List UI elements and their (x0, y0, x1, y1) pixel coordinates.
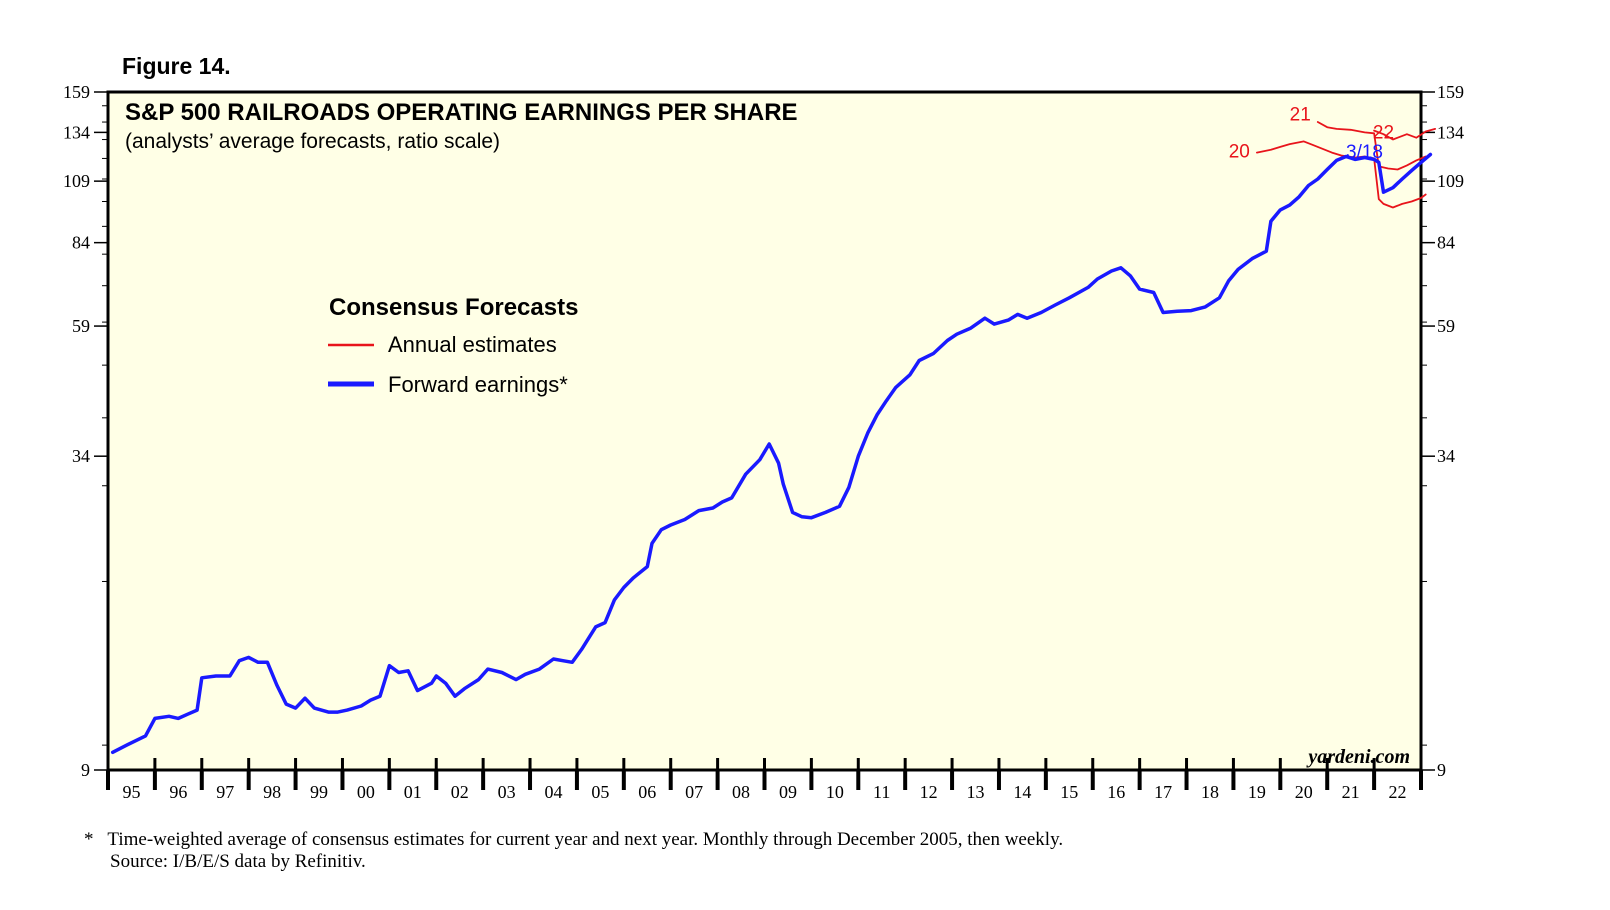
y-tick-label-left: 59 (72, 316, 90, 336)
x-tick-label: 13 (967, 782, 985, 802)
x-tick-label: 06 (638, 782, 656, 802)
y-tick-label-right: 84 (1437, 233, 1455, 253)
source-note: Source: I/B/E/S data by Refinitiv. (110, 851, 366, 872)
x-tick-label: 99 (310, 782, 328, 802)
y-tick-label-right: 159 (1437, 82, 1464, 102)
x-tick-label: 98 (263, 782, 281, 802)
source-brand: yardeni.com (1306, 746, 1410, 768)
series-label-20: 20 (1229, 141, 1250, 162)
series-forward-earnings (110, 152, 1433, 755)
x-tick-label: 02 (451, 782, 469, 802)
x-tick-label: 14 (1013, 782, 1031, 802)
figure-label: Figure 14. (122, 53, 231, 79)
series-label-21: 21 (1290, 104, 1311, 125)
x-tick-label: 07 (685, 782, 703, 802)
x-tick-label: 03 (498, 782, 516, 802)
x-tick-label: 08 (732, 782, 750, 802)
x-tick-label: 16 (1107, 782, 1125, 802)
x-tick-label: 04 (544, 782, 562, 802)
x-tick-label: 05 (591, 782, 609, 802)
legend: Consensus Forecasts Annual estimates For… (328, 294, 578, 397)
x-tick-label: 97 (216, 782, 234, 802)
x-tick-label: 20 (1295, 782, 1313, 802)
y-tick-label-right: 34 (1437, 446, 1455, 466)
x-tick-label: 15 (1060, 782, 1078, 802)
y-tick-label-left: 84 (72, 233, 90, 253)
y-tick-label-left: 109 (63, 171, 90, 191)
chart-title: S&P 500 RAILROADS OPERATING EARNINGS PER… (125, 99, 798, 126)
y-tick-label-left: 159 (63, 82, 90, 102)
x-tick-label: 09 (779, 782, 797, 802)
x-tick-label: 96 (169, 782, 187, 802)
chart-subtitle: (analysts’ average forecasts, ratio scal… (125, 130, 500, 153)
x-tick-label: 12 (920, 782, 938, 802)
series-layer (110, 121, 1436, 755)
y-axis-left: 9 34 59 84 109 134 159 (63, 82, 108, 780)
x-axis: 95 96 97 98 99 00 01 02 03 04 05 06 07 08 09 10 11 12 13 14… (106, 758, 1423, 802)
x-tick-label: 00 (357, 782, 375, 802)
y-tick-label-left: 34 (72, 446, 90, 466)
x-tick-label: 01 (404, 782, 422, 802)
latest-date-label: 3/18 (1346, 142, 1383, 163)
legend-label-forward-earnings: Forward earnings* (388, 372, 568, 397)
x-tick-label: 17 (1154, 782, 1172, 802)
y-tick-label-right: 109 (1437, 171, 1464, 191)
y-tick-label-right: 59 (1437, 316, 1455, 336)
legend-title: Consensus Forecasts (329, 294, 578, 321)
series-annual-estimate-22 (1373, 128, 1436, 141)
x-tick-label: 10 (826, 782, 844, 802)
plot-area (106, 90, 1423, 772)
footnote: * Time-weighted average of consensus est… (84, 829, 1063, 850)
legend-label-annual-estimates: Annual estimates (388, 332, 557, 357)
y-tick-label-left: 9 (81, 760, 90, 780)
series-label-22: 22 (1373, 123, 1394, 144)
x-tick-label: 18 (1201, 782, 1219, 802)
series-annual-estimate-20 (1256, 140, 1427, 209)
series-annual-estimate-21 (1316, 121, 1427, 171)
x-tick-label: 11 (873, 782, 890, 802)
x-tick-label: 95 (122, 782, 140, 802)
series-label-layer: 20 21 22 (1229, 104, 1394, 162)
x-tick-label: 22 (1389, 782, 1407, 802)
x-tick-label: 21 (1342, 782, 1360, 802)
y-tick-label-right: 134 (1437, 122, 1464, 142)
x-tick-label: 19 (1248, 782, 1266, 802)
y-tick-label-left: 134 (63, 122, 90, 142)
y-axis-right: 9 34 59 84 109 134 159 (1421, 82, 1464, 780)
y-tick-label-right: 9 (1437, 760, 1446, 780)
